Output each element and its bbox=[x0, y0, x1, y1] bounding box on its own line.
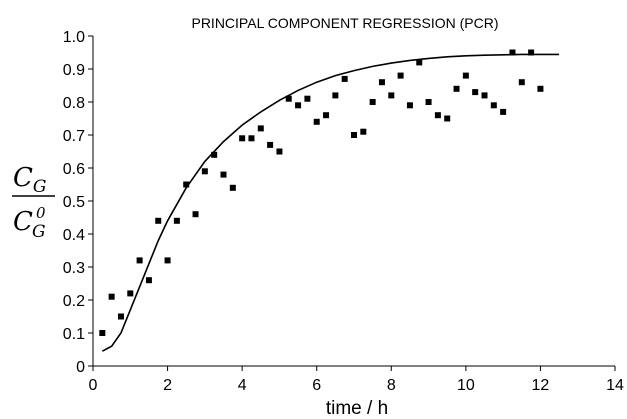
x-tick-label: 12 bbox=[532, 377, 550, 394]
data-point bbox=[378, 79, 385, 86]
data-point bbox=[276, 148, 283, 155]
data-point bbox=[453, 85, 460, 92]
x-tick-label: 10 bbox=[457, 377, 475, 394]
data-point bbox=[500, 108, 507, 115]
y-tick-label: 0.2 bbox=[63, 293, 85, 310]
data-point bbox=[406, 102, 413, 109]
data-point bbox=[369, 99, 376, 105]
data-point bbox=[397, 72, 404, 79]
svg-text:CG: CG bbox=[13, 163, 47, 197]
y-tick-label: 1.0 bbox=[63, 29, 85, 46]
data-point bbox=[481, 92, 488, 99]
y-label-denominator-sup: 0 bbox=[36, 204, 46, 222]
data-point bbox=[201, 168, 208, 175]
chart-title: PRINCIPAL COMPONENT REGRESSION (PCR) bbox=[191, 15, 498, 31]
plot-area: 0 2 4 6 8 10 12 14 0 0.1 0.2 0.3 0.4 0.5 0.6 0.7 0.8 0.9… bbox=[63, 29, 624, 394]
x-tick-label: 8 bbox=[387, 377, 396, 394]
data-point bbox=[537, 85, 544, 92]
data-point bbox=[528, 49, 535, 56]
data-point bbox=[509, 49, 516, 56]
svg-text:C: C bbox=[13, 207, 33, 237]
data-point bbox=[313, 118, 320, 125]
y-tick-label: 0 bbox=[76, 359, 85, 376]
data-point bbox=[164, 257, 171, 264]
data-point bbox=[351, 132, 357, 138]
data-point bbox=[462, 72, 469, 79]
data-point bbox=[108, 293, 115, 300]
data-point bbox=[127, 290, 134, 297]
x-tick-label: 4 bbox=[238, 377, 247, 394]
data-point bbox=[518, 79, 525, 86]
y-label-denominator-main: C bbox=[13, 207, 33, 237]
data-point bbox=[155, 217, 162, 224]
data-point bbox=[341, 75, 348, 82]
data-point bbox=[239, 135, 246, 142]
data-point bbox=[360, 128, 367, 135]
data-point bbox=[388, 92, 395, 99]
data-point bbox=[136, 257, 143, 264]
y-tick-label: 0.6 bbox=[63, 161, 85, 178]
data-points bbox=[99, 49, 544, 336]
x-ticks: 0 2 4 6 8 10 12 14 bbox=[89, 366, 624, 394]
y-label-numerator-main: C bbox=[13, 163, 33, 193]
y-tick-label: 0.7 bbox=[63, 128, 85, 145]
data-point bbox=[192, 211, 199, 218]
fit-curve bbox=[101, 53, 560, 352]
x-tick-label: 14 bbox=[606, 377, 624, 394]
data-point bbox=[99, 330, 106, 336]
y-tick-label: 0.8 bbox=[63, 95, 85, 112]
y-tick-label: 0.4 bbox=[63, 227, 85, 244]
data-point bbox=[117, 313, 124, 320]
data-point bbox=[183, 181, 190, 188]
data-point bbox=[295, 102, 302, 109]
data-point bbox=[211, 151, 218, 158]
x-tick-label: 6 bbox=[312, 377, 321, 394]
y-tick-label: 0.3 bbox=[63, 260, 85, 277]
data-point bbox=[425, 99, 432, 105]
y-label-denominator-sub: G bbox=[32, 222, 46, 242]
data-point bbox=[220, 171, 227, 178]
data-point bbox=[323, 112, 330, 119]
data-point bbox=[267, 141, 274, 148]
data-point bbox=[257, 125, 264, 132]
data-point bbox=[332, 92, 339, 99]
data-point bbox=[229, 184, 236, 191]
x-tick-label: 0 bbox=[89, 377, 98, 394]
data-point bbox=[434, 112, 441, 119]
data-point bbox=[285, 95, 292, 102]
y-axis-label: CG C G 0 bbox=[12, 163, 55, 242]
data-point bbox=[173, 217, 180, 224]
data-point bbox=[304, 95, 311, 102]
y-ticks: 0 0.1 0.2 0.3 0.4 0.5 0.6 0.7 0.8 0.9 1.0 bbox=[63, 29, 93, 376]
data-point bbox=[145, 277, 152, 284]
fit-curve-line bbox=[101, 53, 560, 352]
data-point bbox=[472, 89, 479, 96]
y-tick-label: 0.5 bbox=[63, 194, 85, 211]
data-point bbox=[444, 115, 451, 122]
data-point bbox=[490, 102, 497, 109]
y-label-numerator-sub: G bbox=[33, 177, 47, 197]
data-point bbox=[416, 59, 423, 66]
x-tick-label: 2 bbox=[163, 377, 172, 394]
data-point bbox=[248, 135, 255, 142]
y-tick-label: 0.1 bbox=[63, 326, 85, 343]
y-tick-label: 0.9 bbox=[63, 62, 85, 79]
x-axis-label: time / h bbox=[326, 398, 388, 419]
